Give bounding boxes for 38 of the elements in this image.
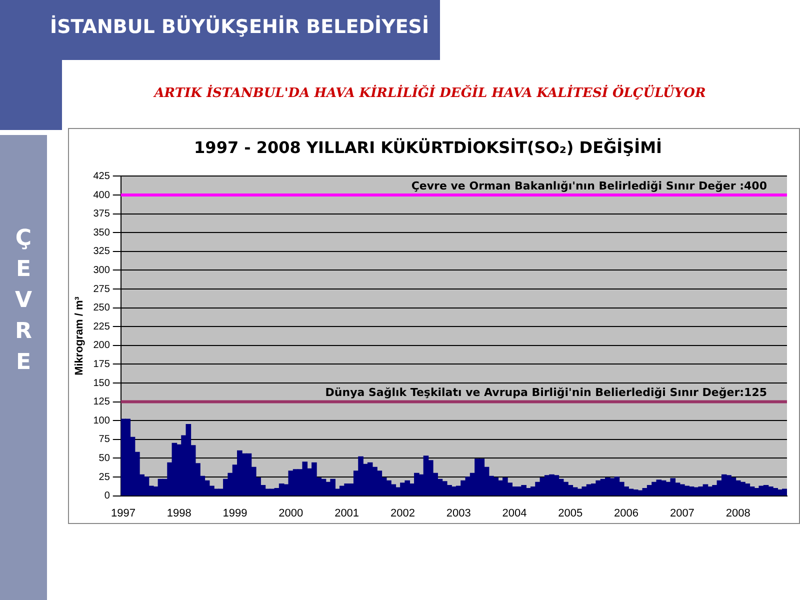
text: İSTANBUL BÜYÜKŞEHİR BELEDİYESİ [50,16,430,38]
y-tick-label: 250 [93,302,110,314]
y-tick-label: 200 [93,340,110,352]
x-tick-label: 2000 [278,507,304,520]
x-tick-label: 2005 [558,507,583,520]
y-tick-label: 225 [93,321,110,332]
y-tick-label: 375 [93,208,110,220]
x-tick-label: 1999 [222,507,248,520]
x-tick-label: 1997 [110,507,136,520]
y-tick-label: 0 [104,490,110,502]
ref-line-label: Dünya Sağlık Teşkilatı ve Avrupa Birliği'nin Belierlediği Sınır Değer:125 [325,386,767,400]
y-tick-label: 50 [98,452,110,464]
text: ARTIK İSTANBUL'DA HAVA KİRLİLİĞİ DEĞİL HAVA KALİTESİ ÖLÇÜLÜYOR [152,86,707,101]
x-tick-label: 2004 [502,507,527,520]
y-tick-label: 300 [93,264,110,276]
y-tick-label: 425 [93,170,110,182]
x-tick-label: 2006 [614,507,639,520]
text: ÇEVRE [14,225,34,377]
y-tick-label: 175 [93,358,110,370]
x-tick-label: 2007 [670,507,694,520]
x-tick-label: 2003 [446,507,471,520]
bar [125,418,131,496]
y-tick-label: 350 [93,227,110,238]
y-tick-label: 150 [93,378,110,389]
y-tick-label: 75 [98,434,110,446]
x-tick-label: 2001 [334,507,360,520]
y-tick-label: 400 [93,190,110,201]
y-tick-label: 25 [98,472,110,483]
y-tick-label: 325 [93,246,110,258]
y-tick-label: 100 [93,415,110,426]
y-tick-label: 275 [93,284,110,295]
x-tick-label: 2002 [390,507,415,520]
y-axis-title: Mikrogram / m³ [74,296,86,376]
ref-line-label: Çevre ve Orman Bakanlığı'nın Belirlediği Sınır Değer :400 [411,179,768,192]
x-tick-label: 1998 [166,507,192,520]
chart-title: 1997 - 2008 YILLARI KÜKÜRTDİOKSİT(SO₂) DEĞİŞİMİ [194,138,662,157]
x-tick-label: 2008 [726,507,750,520]
y-tick-label: 125 [93,396,110,408]
